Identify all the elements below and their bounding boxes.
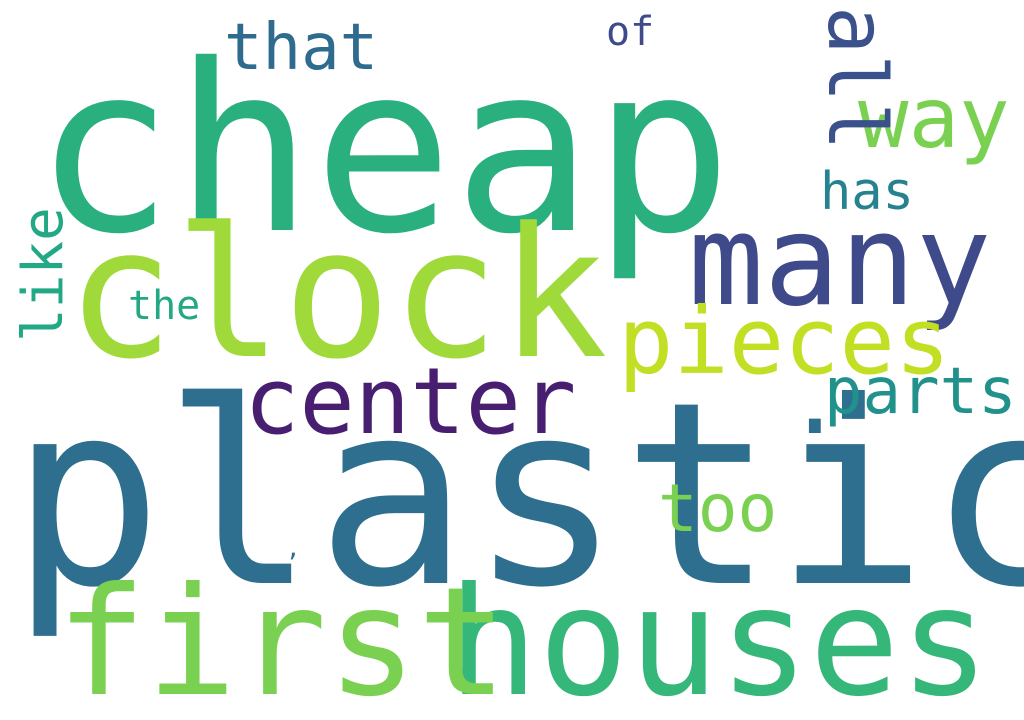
- word-like: like: [11, 207, 76, 342]
- word-houses: houses: [448, 556, 990, 720]
- word-pieces: pieces: [618, 288, 951, 395]
- word-has: has: [820, 162, 914, 222]
- word-the: the: [128, 283, 201, 329]
- word-comma: ,: [286, 534, 301, 562]
- word-period: .: [786, 344, 844, 456]
- word-too: too: [658, 470, 778, 547]
- word-many: many: [688, 187, 992, 334]
- word-parts: parts: [824, 355, 1017, 429]
- word-of: of: [606, 9, 655, 55]
- word-all: all: [810, 6, 903, 151]
- word-first: first: [56, 556, 508, 720]
- word-plastic: plastic: [10, 347, 1024, 643]
- word-that: that: [224, 11, 379, 85]
- word-cheap: cheap: [34, 15, 733, 285]
- word-way: way: [858, 69, 1010, 167]
- word-clock: clock: [66, 190, 608, 399]
- word-center: center: [244, 348, 577, 455]
